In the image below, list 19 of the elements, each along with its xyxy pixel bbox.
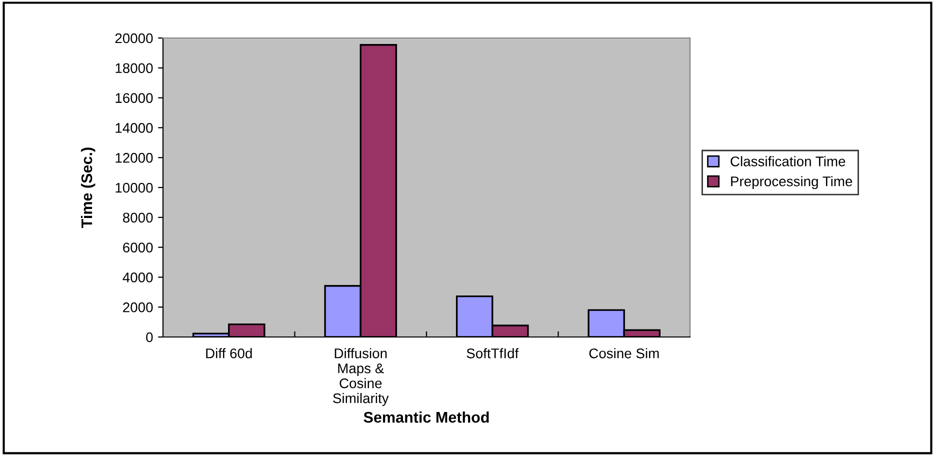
y-tick-label: 4000 [122, 272, 153, 282]
y-tick-label: 8000 [122, 212, 153, 223]
y-tick-label: 6000 [123, 242, 153, 252]
x-tick-label: Cosine Sim [589, 348, 659, 358]
x-tick-label: Diff 60d [206, 348, 252, 358]
legend-label: Preprocessing Time [731, 176, 852, 190]
y-tick-label: 18000 [116, 63, 153, 74]
x-tick-label: SoftTfIdf [466, 348, 519, 358]
y-tick-label: 16000 [116, 93, 153, 103]
y-tick-label: 2000 [123, 302, 153, 312]
y-tick-label: 12000 [116, 152, 153, 163]
x-axis-title: Semantic Method [364, 411, 489, 423]
y-tick-label: 20000 [115, 33, 153, 44]
x-tick-label: Diffusion Maps & Cosine Similarity [333, 348, 389, 406]
y-tick-label: 10000 [116, 182, 153, 193]
y-tick-label: 0 [146, 332, 153, 342]
y-axis-title: Time (Sec.) [80, 148, 96, 228]
y-tick-label: 14000 [116, 123, 153, 133]
legend-label: Classification Time [730, 156, 846, 166]
